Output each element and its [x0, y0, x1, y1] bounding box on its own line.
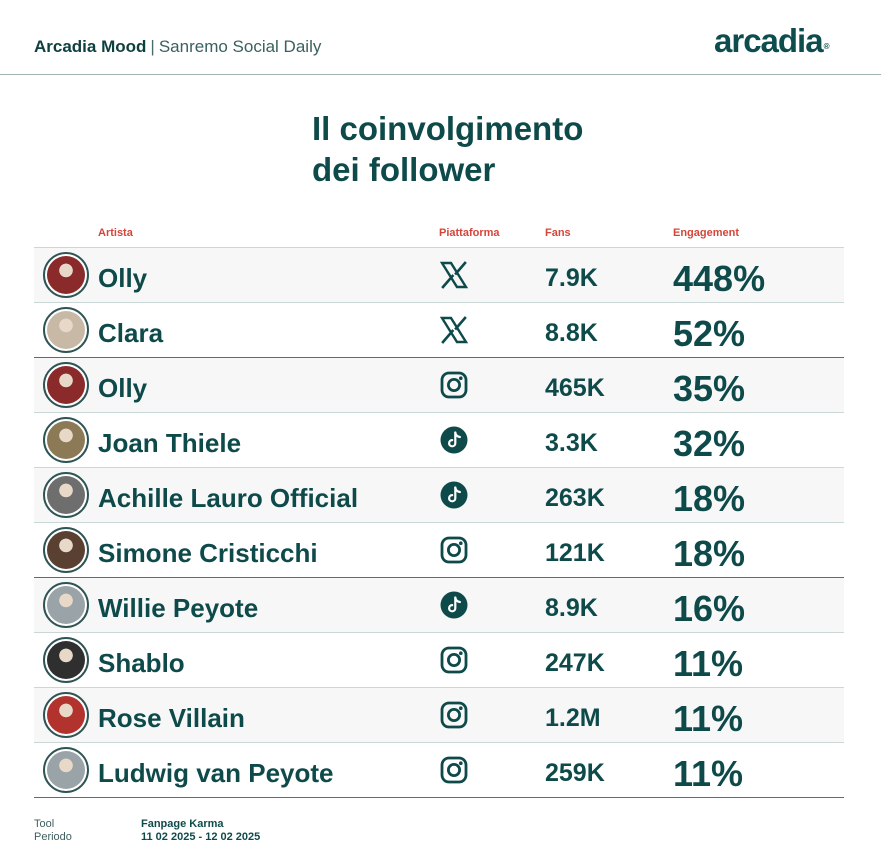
brand-separator: |: [150, 37, 155, 56]
avatar-photo: [47, 696, 85, 734]
artist-name: Achille Lauro Official: [98, 483, 359, 513]
artist-avatar: [43, 472, 89, 518]
table-row: Olly 465K 35%: [34, 358, 844, 413]
avatar-photo: [47, 586, 85, 624]
artist-name: Shablo: [98, 648, 185, 678]
fans-count: 1.2M: [545, 704, 601, 732]
fans-count: 121K: [545, 539, 605, 567]
arcadia-logo: arcadia®: [714, 22, 829, 60]
page-header: Arcadia Mood | Sanremo Social Daily arcadi…: [0, 0, 881, 75]
table-row: Achille Lauro Official 263K 18%: [34, 468, 844, 523]
instagram-icon: [439, 645, 469, 675]
column-header-engagement: Engagement: [673, 227, 740, 239]
avatar-photo: [47, 531, 85, 569]
engagement-value: 18%: [673, 478, 746, 519]
fans-count: 8.9K: [545, 594, 598, 622]
artist-name: Rose Villain: [98, 703, 245, 733]
avatar-photo: [47, 311, 85, 349]
artist-avatar: [43, 582, 89, 628]
brand-name: Arcadia Mood: [34, 37, 147, 56]
tool-value: Fanpage Karma: [141, 818, 224, 830]
table-header: Artista Piattaforma Fans Engagement: [34, 222, 844, 248]
fans-count: 263K: [545, 484, 605, 512]
brand-title: Arcadia Mood | Sanremo Social Daily: [34, 37, 321, 57]
artist-name: Olly: [98, 263, 148, 293]
registered-mark: ®: [823, 42, 830, 51]
table-row: Willie Peyote 8.9K 16%: [34, 578, 844, 633]
artist-name: Olly: [98, 373, 148, 403]
instagram-icon: [439, 700, 469, 730]
tool-label: Tool: [34, 818, 55, 830]
table-row: Rose Villain 1.2M 11%: [34, 688, 844, 743]
fans-count: 8.8K: [545, 319, 598, 347]
title-line-2: dei follower: [312, 151, 496, 188]
artist-avatar: [43, 527, 89, 573]
x-icon: [439, 260, 469, 290]
avatar-photo: [47, 421, 85, 459]
artist-avatar: [43, 417, 89, 463]
engagement-value: 448%: [673, 258, 766, 299]
table-row: Clara 8.8K 52%: [34, 303, 844, 358]
engagement-value: 35%: [673, 368, 746, 409]
table-row: Joan Thiele 3.3K 32%: [34, 413, 844, 468]
engagement-value: 18%: [673, 533, 746, 574]
instagram-icon: [439, 755, 469, 785]
tiktok-icon: [439, 480, 469, 510]
artist-avatar: [43, 362, 89, 408]
avatar-photo: [47, 366, 85, 404]
engagement-value: 11%: [673, 698, 744, 739]
table-row: Olly 7.9K 448%: [34, 248, 844, 303]
avatar-photo: [47, 256, 85, 294]
artist-name: Clara: [98, 318, 164, 348]
instagram-icon: [439, 535, 469, 565]
logo-text: arcadia: [714, 22, 824, 59]
column-header-artist: Artista: [98, 227, 133, 239]
artist-avatar: [43, 747, 89, 793]
tiktok-icon: [439, 590, 469, 620]
artist-name: Joan Thiele: [98, 428, 242, 458]
table-row: Shablo 247K 11%: [34, 633, 844, 688]
artist-avatar: [43, 692, 89, 738]
tiktok-icon: [439, 425, 469, 455]
artist-avatar: [43, 307, 89, 353]
fans-count: 247K: [545, 649, 605, 677]
period-label: Periodo: [34, 831, 72, 843]
engagement-value: 11%: [673, 753, 744, 794]
fans-count: 7.9K: [545, 264, 598, 292]
fans-count: 259K: [545, 759, 605, 787]
fans-count: 3.3K: [545, 429, 598, 457]
fans-count: 465K: [545, 374, 605, 402]
avatar-photo: [47, 476, 85, 514]
artist-name: Simone Cristicchi: [98, 538, 318, 568]
artist-name: Willie Peyote: [98, 593, 259, 623]
page-title: Il coinvolgimento dei follower: [312, 108, 583, 190]
artist-avatar: [43, 637, 89, 683]
column-header-fans: Fans: [545, 227, 571, 239]
table-row: Ludwig van Peyote 259K 11%: [34, 743, 844, 798]
table-body: Olly 7.9K 448% Clara 8.8K 52% Olly 465K 35% Joan …: [34, 248, 844, 798]
instagram-icon: [439, 370, 469, 400]
brand-subtitle: Sanremo Social Daily: [158, 37, 322, 56]
x-icon: [439, 315, 469, 345]
engagement-value: 11%: [673, 643, 744, 684]
artist-avatar: [43, 252, 89, 298]
engagement-value: 32%: [673, 423, 746, 464]
avatar-photo: [47, 641, 85, 679]
avatar-photo: [47, 751, 85, 789]
engagement-value: 16%: [673, 588, 746, 629]
artist-name: Ludwig van Peyote: [98, 758, 334, 788]
engagement-table: Artista Piattaforma Fans Engagement Olly…: [34, 222, 844, 798]
engagement-value: 52%: [673, 313, 746, 354]
column-header-platform: Piattaforma: [439, 227, 500, 239]
title-line-1: Il coinvolgimento: [312, 110, 584, 147]
table-row: Simone Cristicchi 121K 18%: [34, 523, 844, 578]
period-value: 11 02 2025 - 12 02 2025: [141, 831, 261, 843]
